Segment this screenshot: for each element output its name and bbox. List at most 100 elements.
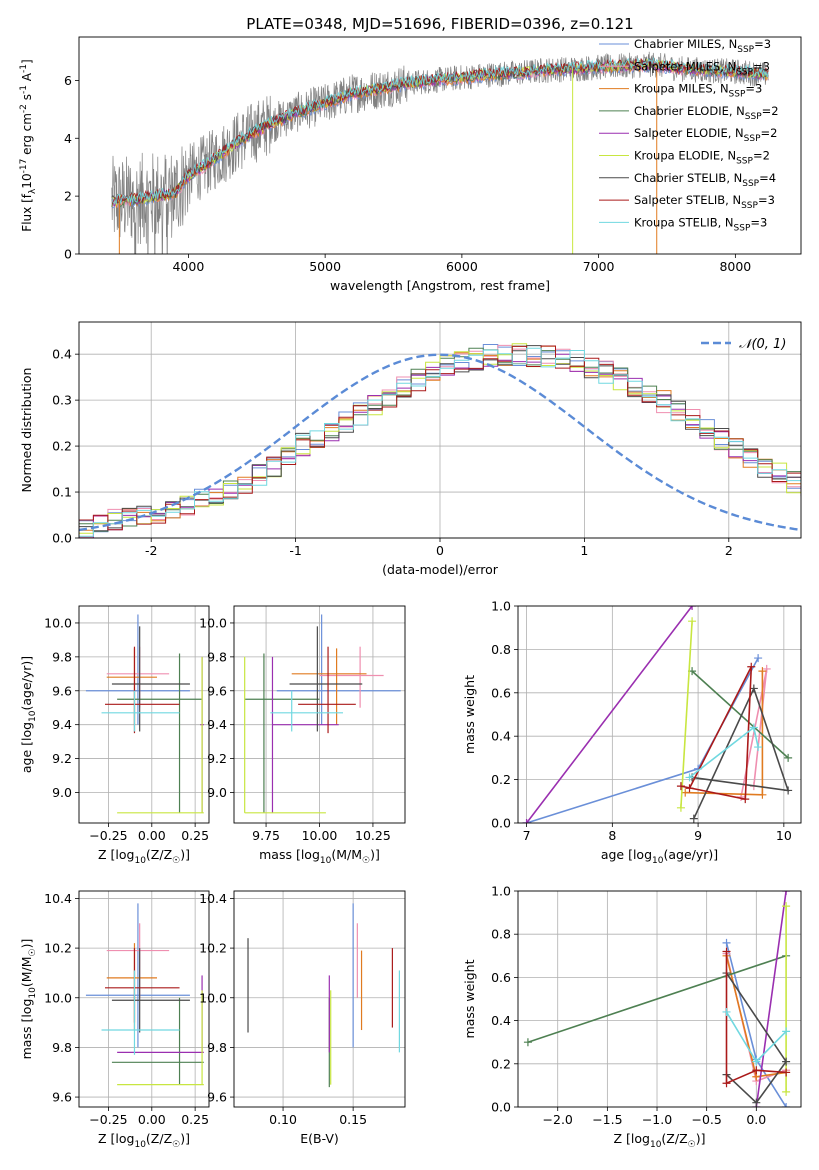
weight-marker [523,1038,532,1047]
weight-marker [782,902,791,911]
panel-age-vs-mass: 9.75 10.00 10.25 9.0 9.2 9.4 9.6 9.8 10.0 mass [l… [199,605,406,866]
weight-marker [722,938,731,947]
axes-frame [78,605,210,824]
weight-line [525,606,693,823]
weight-marker [741,795,750,804]
x-tick-label: 0 [436,543,444,558]
y-tick-label: 9.8 [52,649,72,664]
figure-title: PLATE=0348, MJD=51696, FIBERID=0396, z=0… [246,15,633,33]
y-tick-label: 2 [64,189,72,204]
x-axis-label: E(B-V) [300,1131,339,1146]
panel-spectrum: 4000 5000 6000 7000 8000 0 2 4 6 wavelength [Angs… [19,36,802,293]
mass-vs-ebv-plot-area [247,903,400,1088]
y-tick-label: 0.6 [491,970,511,985]
spectrum-data-line [111,51,769,254]
legend-label: Chabrier MILES, NSSP=3 [634,37,771,55]
x-tick-label: 8000 [719,259,751,274]
weight-vs-Z-plot-area [523,891,791,1107]
y-tick-label: 4 [64,131,72,146]
x-axis-label: Z [log10(Z/Z☉)] [614,1131,706,1150]
weight-marker [688,617,697,626]
weight-marker [676,803,685,812]
weight-marker [758,667,767,676]
weight-marker [782,1103,791,1107]
x-axis-label: age [log10(age/yr)] [601,847,718,866]
weight-marker [689,814,698,823]
axes-frame [78,36,802,255]
panel-weight-vs-age: 7 8 9 10 0.0 0.2 0.4 0.6 0.8 1.0 age [log10(age/yr… [462,599,802,866]
plot-panels: 4000 5000 6000 7000 8000 0 2 4 6 wavelength [Angs… [19,36,802,1150]
x-tick-label: 1 [580,543,588,558]
gridlines [234,891,405,1107]
weight-marker [722,947,731,956]
y-tick-label: 0.6 [491,685,511,700]
axes-frame [233,605,406,824]
y-tick-label: 6 [64,73,72,88]
weight-marker [685,773,694,782]
axes-frame [233,890,406,1108]
y-axis-label: Normed distribution [19,368,34,493]
x-tick-label: 7000 [583,259,615,274]
y-tick-label: 9.4 [207,717,227,732]
y-tick-label: 10.2 [44,941,72,956]
residuals-legend: 𝒩(0, 1) [701,337,786,352]
weight-marker [784,753,793,762]
age-vs-Z-plot-area [85,614,204,814]
weight-marker [782,891,791,895]
tick-group: −0.25 0.00 0.25 9.6 9.8 10.0 10.2 10.4 [44,891,209,1127]
x-tick-label: −0.25 [89,1112,127,1127]
weight-line [527,955,787,1043]
tick-group: 7 8 9 10 0.0 0.2 0.4 0.6 0.8 1.0 [491,599,792,844]
weight-marker [676,782,685,791]
tick-group: 0.10 0.15 9.6 9.8 10.0 10.2 10.4 [199,891,367,1127]
y-tick-label: 0.4 [52,347,72,362]
x-axis-label: Z [log10(Z/Z☉)] [98,847,190,866]
y-tick-label: 0.2 [52,439,72,454]
legend-label: 𝒩(0, 1) [739,337,786,352]
x-tick-label: 0.0 [746,1112,766,1127]
tick-group: -2 -1 0 1 2 0.0 0.1 0.2 0.3 0.4 [52,347,733,558]
legend-label: Chabrier STELIB, NSSP=4 [634,171,776,189]
y-tick-label: 0.1 [52,485,72,500]
y-tick-label: 0 [64,247,72,262]
axes-frame [78,890,210,1108]
y-tick-label: 9.8 [52,1040,72,1055]
x-tick-label: 0.00 [138,828,166,843]
histogram-step [79,347,801,538]
weight-marker [722,1079,731,1088]
x-tick-label: 5000 [309,259,341,274]
x-axis-label: Z [log10(Z/Z☉)] [98,1131,190,1150]
tick-group: −2.0 −1.5 −1.0 −0.5 0.0 0.0 0.2 0.4 0.6 0.8 1.0 [491,884,766,1128]
y-tick-label: 9.6 [207,1090,227,1105]
y-tick-label: 0.8 [491,927,511,942]
panel-mass-vs-Z: −0.25 0.00 0.25 9.6 9.8 10.0 10.2 10.4 Z [log10(… [19,890,210,1150]
y-tick-label: 0.4 [491,729,511,744]
y-tick-label: 9.2 [207,751,227,766]
y-tick-label: 0.0 [491,816,511,831]
y-tick-label: 9.6 [207,683,227,698]
weight-line [680,666,753,801]
weight-marker [747,662,756,671]
legend-label: Kroupa ELODIE, NSSP=2 [634,149,770,167]
x-tick-label: 0.15 [339,1112,367,1127]
axes-frame [78,321,802,539]
legend-label: Chabrier ELODIE, NSSP=2 [634,104,779,122]
weight-marker [754,654,763,663]
y-axis-label: mass [log10(M/M☉)] [19,939,38,1060]
x-tick-label: 2 [725,543,733,558]
weight-marker [782,1057,791,1066]
y-tick-label: 9.0 [207,785,227,800]
x-tick-label: 7 [523,828,531,843]
legend-label: Salpeter ELODIE, NSSP=2 [634,126,777,144]
axes-frame [517,605,802,824]
y-axis-label: age [log10(age/yr)] [19,656,38,773]
mass-vs-Z-plot-area [85,903,204,1086]
legend-label: Salpeter STELIB, NSSP=3 [634,193,775,211]
y-tick-label: 0.0 [52,531,72,546]
y-tick-label: 10.0 [44,615,72,630]
spectrum-plot-area [111,51,769,254]
panel-mass-vs-ebv: 0.10 0.15 9.6 9.8 10.0 10.2 10.4 E(B-V) [199,890,406,1146]
weight-marker [754,743,763,752]
x-tick-label: −2.0 [543,1112,573,1127]
x-tick-label: 6000 [446,259,478,274]
